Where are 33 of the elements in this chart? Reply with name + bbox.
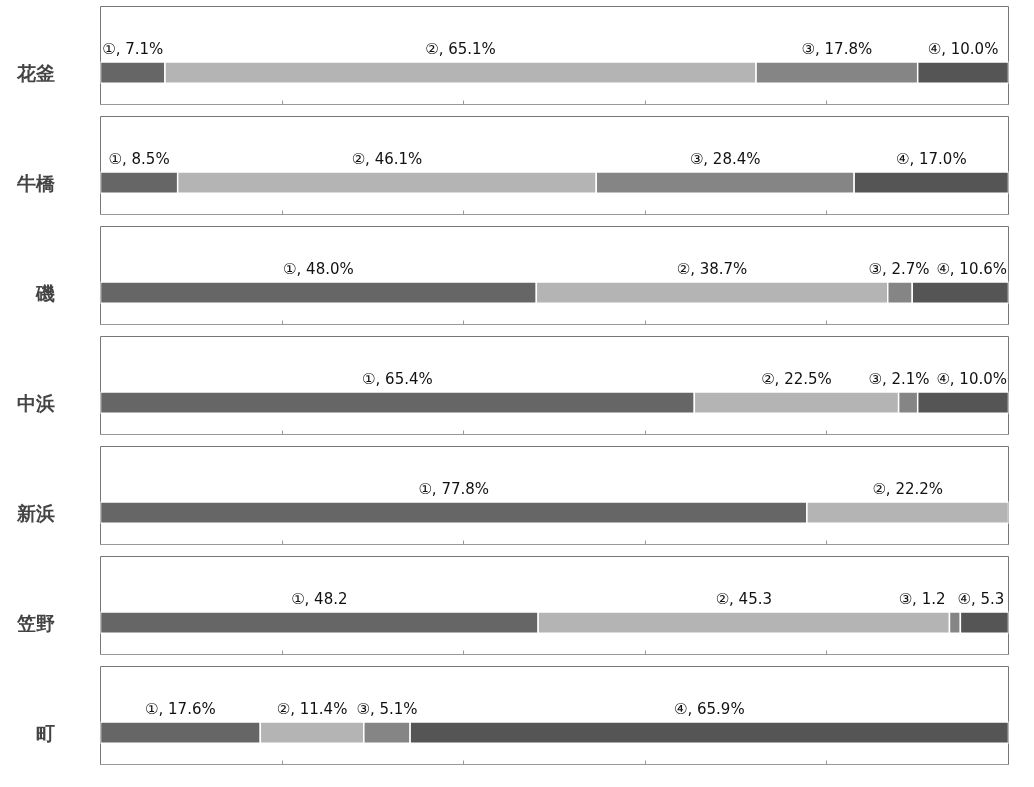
data-label: ④, 10.0% xyxy=(936,369,1008,388)
data-label: ①, 48.2 xyxy=(291,589,348,608)
y-tick-label: 牛橋 xyxy=(15,171,56,194)
y-tick-label: 磯 xyxy=(34,281,55,304)
y-tick-label: 笠野 xyxy=(15,611,55,634)
data-label: ④, 5.3 xyxy=(957,589,1005,608)
y-tick-label: 新浜 xyxy=(15,501,55,524)
data-label: ①, 48.0% xyxy=(283,259,354,278)
y-tick-label: 中浜 xyxy=(16,391,55,414)
data-label: ①, 65.4% xyxy=(362,369,433,388)
data-label: ①, 17.6% xyxy=(145,699,216,718)
data-label: ④, 10.0% xyxy=(927,39,999,58)
data-label: ①, 7.1% xyxy=(102,39,164,58)
y-tick-label: 花釜 xyxy=(15,61,55,84)
y-tick-label: 町 xyxy=(35,721,55,744)
data-label: ③, 2.1% xyxy=(868,369,930,388)
data-label: ①, 77.8% xyxy=(418,479,490,498)
data-label: ②, 22.5% xyxy=(761,369,832,388)
data-label: ④, 10.6% xyxy=(936,259,1008,278)
data-label: ②, 38.7% xyxy=(676,259,748,278)
data-label: ③, 17.8% xyxy=(801,39,873,58)
data-label: ③, 1.2 xyxy=(898,589,946,608)
data-label: ④, 17.0% xyxy=(896,149,967,168)
data-label: ③, 2.7% xyxy=(868,259,930,278)
data-label: ②, 65.1% xyxy=(425,39,496,58)
data-label: ②, 46.1% xyxy=(351,149,423,168)
data-label: ③, 5.1% xyxy=(356,699,418,718)
data-label: ②, 11.4% xyxy=(276,699,348,718)
data-label: ②, 45.3 xyxy=(715,589,773,608)
data-label: ③, 28.4% xyxy=(689,149,761,168)
data-label: ①, 8.5% xyxy=(108,149,170,168)
data-label: ④, 65.9% xyxy=(674,699,745,718)
data-label: ②, 22.2% xyxy=(872,479,944,498)
